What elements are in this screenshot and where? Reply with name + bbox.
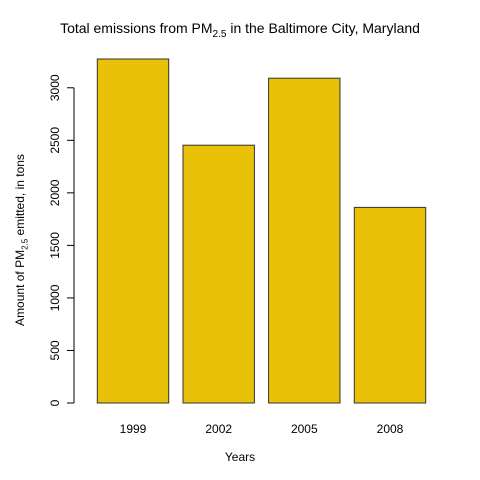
y-tick-label: 500 (48, 340, 62, 360)
y-tick-label: 2000 (48, 179, 62, 206)
chart-title: Total emissions from PM2.5 in the Baltim… (60, 20, 420, 40)
x-tick-label: 2002 (205, 422, 232, 436)
y-tick-label: 3000 (48, 74, 62, 101)
bar-2008 (353, 206, 427, 404)
x-axis-label: Years (224, 450, 256, 464)
bar-1999 (96, 58, 170, 404)
y-tick-label: 2500 (48, 127, 62, 154)
y-tick-label: 1000 (48, 284, 62, 311)
bars-group (96, 58, 427, 404)
y-tick-label: 0 (48, 399, 62, 406)
x-tick-labels: 1999 2002 2005 2008 (120, 422, 404, 436)
x-tick-label: 2008 (377, 422, 404, 436)
y-axis-label: Amount of PM2.5 emitted, in tons (13, 154, 30, 326)
y-axis: 0 500 1000 1500 2000 2500 3000 (48, 74, 75, 406)
x-tick-label: 1999 (120, 422, 147, 436)
bar-2005 (268, 77, 341, 404)
bar-2002 (182, 144, 255, 404)
x-tick-label: 2005 (291, 422, 318, 436)
y-tick-label: 1500 (48, 232, 62, 259)
